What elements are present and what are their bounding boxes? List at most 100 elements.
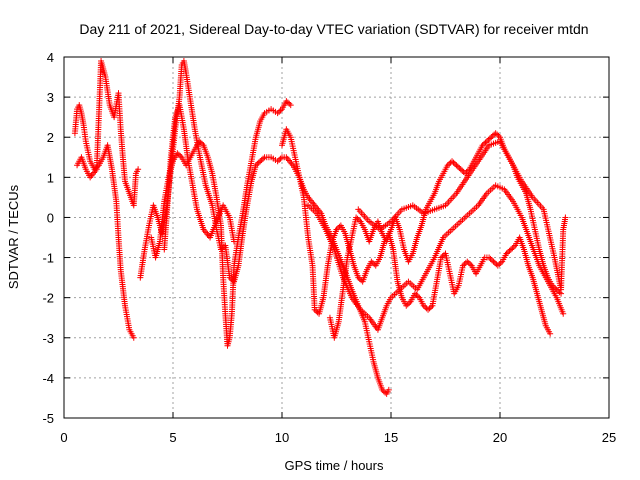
data-point	[92, 164, 99, 171]
y-tick-label: 3	[47, 90, 54, 105]
data-point	[560, 310, 567, 317]
data-point	[135, 166, 142, 173]
data-point	[276, 156, 283, 163]
x-tick-labels: 0 5 10 15 20 25	[60, 430, 616, 445]
data-point	[311, 306, 318, 313]
data-point	[509, 245, 516, 252]
data-point	[274, 158, 281, 165]
data-point	[562, 214, 569, 221]
data-point	[284, 99, 291, 106]
data-point	[274, 110, 281, 117]
chart-title: Day 211 of 2021, Sidereal Day-to-day VTE…	[79, 21, 588, 37]
data-point	[483, 138, 490, 145]
series-track-5	[161, 102, 238, 253]
axis-ticks	[63, 56, 610, 419]
data-point	[313, 308, 320, 315]
series-track-2	[74, 58, 142, 209]
data-point	[199, 140, 206, 147]
data-point	[494, 131, 501, 138]
data-point	[449, 158, 456, 165]
data-point	[503, 250, 510, 257]
data-point	[556, 289, 563, 296]
x-tick-label: 0	[60, 430, 67, 445]
data-point	[258, 156, 265, 163]
data-point	[276, 108, 283, 115]
data-point	[257, 158, 264, 165]
data-point	[404, 301, 411, 308]
data-point	[495, 132, 502, 139]
x-tick-label: 15	[384, 430, 398, 445]
data-point	[406, 300, 413, 307]
data-point	[464, 258, 471, 265]
data-point	[379, 386, 386, 393]
data-point	[196, 138, 203, 145]
data-point	[254, 160, 261, 167]
y-axis-label: SDTVAR / TECUs	[6, 184, 21, 289]
x-tick-label: 25	[602, 430, 616, 445]
data-point	[355, 274, 362, 281]
data-point	[547, 330, 554, 337]
data-point	[333, 226, 340, 233]
series-track-6	[279, 126, 554, 337]
data-point	[414, 293, 421, 300]
data-point	[487, 255, 494, 262]
data-point	[413, 291, 420, 298]
series-track-7	[326, 130, 565, 341]
plot-frame	[63, 56, 610, 419]
data-point	[497, 259, 504, 266]
data-point	[420, 302, 427, 309]
data-point	[226, 274, 233, 281]
data-point	[403, 302, 410, 309]
y-tick-label: -4	[42, 371, 54, 386]
data-point	[260, 155, 267, 162]
data-point	[277, 107, 284, 114]
y-tick-label: -3	[42, 331, 54, 346]
data-point	[426, 305, 433, 312]
y-tick-label: 1	[47, 170, 54, 185]
data-point	[425, 306, 432, 313]
data-point	[489, 132, 496, 139]
data-point	[488, 134, 495, 141]
data-point	[382, 389, 389, 396]
data-point	[368, 258, 375, 265]
data-point	[491, 259, 498, 266]
data-point	[277, 155, 284, 162]
data-point	[485, 136, 492, 143]
data-point	[490, 258, 497, 265]
data-point	[446, 160, 453, 167]
series-track-8	[305, 182, 567, 333]
data-point	[369, 259, 376, 266]
data-point	[453, 162, 460, 169]
data-point	[177, 152, 184, 159]
data-point	[504, 249, 511, 256]
data-point	[459, 262, 466, 269]
data-point	[231, 238, 238, 245]
data-point	[371, 261, 378, 268]
data-point	[427, 304, 434, 311]
plot-marks	[71, 58, 569, 397]
data-point	[283, 98, 290, 105]
x-tick-label: 10	[275, 430, 289, 445]
data-point	[450, 159, 457, 166]
series-track-4	[148, 98, 294, 349]
data-point	[287, 102, 294, 109]
data-point	[510, 243, 517, 250]
data-point	[496, 261, 503, 268]
data-point	[130, 334, 137, 341]
data-point	[175, 151, 182, 158]
data-point	[461, 261, 468, 268]
data-point	[482, 139, 489, 146]
data-point	[380, 388, 387, 395]
data-point	[197, 139, 204, 146]
data-point	[354, 215, 361, 222]
data-point	[336, 223, 343, 230]
data-point	[454, 163, 461, 170]
data-point	[353, 214, 360, 221]
y-tick-label: -2	[42, 291, 54, 306]
data-point	[356, 275, 363, 282]
data-point	[486, 135, 493, 142]
y-tick-label: 0	[47, 210, 54, 225]
data-point	[492, 130, 499, 137]
data-point	[422, 304, 429, 311]
data-point	[174, 150, 181, 157]
